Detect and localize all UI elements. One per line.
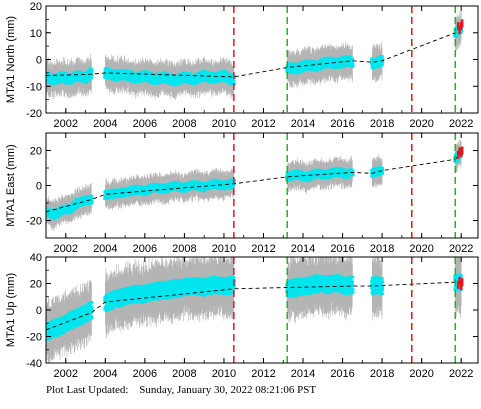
plot-area-2 <box>46 133 464 238</box>
recent-points-1 <box>456 19 464 35</box>
panel-1: -20 -10 0 10 20 2002 2004 2006 2008 2010 2012 2014 2… <box>5 1 479 130</box>
y-tick-label: 20 <box>30 1 42 13</box>
data-points-1 <box>46 22 464 87</box>
y-tick-label: 0 <box>36 181 42 193</box>
x-tick-label: 2008 <box>172 243 196 255</box>
y-tick-label: -10 <box>26 81 42 93</box>
x-tick-label: 2002 <box>54 243 78 255</box>
y-tick-label: -40 <box>26 358 42 370</box>
x-tick-label: 2014 <box>291 118 315 130</box>
y-tick-label: -20 <box>26 108 42 120</box>
x-tick-label: 2004 <box>93 118 117 130</box>
x-tick-label: 2010 <box>212 243 236 255</box>
x-tick-label: 2020 <box>409 368 433 380</box>
x-tick-label: 2010 <box>212 118 236 130</box>
y-tick-label: -20 <box>26 332 42 344</box>
x-tick-label: 2018 <box>370 118 394 130</box>
x-tick-label: 2008 <box>172 368 196 380</box>
x-tick-label: 2012 <box>251 368 275 380</box>
x-tick-label: 2020 <box>409 118 433 130</box>
footer-label: Plot Last Updated: <box>46 384 129 396</box>
x-tick-label: 2002 <box>54 118 78 130</box>
error-bars-2 <box>46 139 462 231</box>
y-axis-label-1: MTA1 North (mm) <box>5 16 17 103</box>
y-tick-label: 20 <box>30 279 42 291</box>
x-tick-label: 2002 <box>54 368 78 380</box>
x-tick-label: 2010 <box>212 368 236 380</box>
footer-timestamp: Sunday, January 30, 2022 08:21:06 PST <box>139 384 317 396</box>
y-tick-label: 20 <box>30 146 42 158</box>
x-tick-label: 2004 <box>93 368 117 380</box>
x-tick-label: 2014 <box>291 368 315 380</box>
y-tick-label: 10 <box>30 28 42 40</box>
x-tick-label: 2012 <box>251 118 275 130</box>
x-tick-label: 2016 <box>330 368 354 380</box>
x-tick-label: 2016 <box>330 118 354 130</box>
x-tick-label: 2006 <box>133 243 157 255</box>
x-tick-label: 2020 <box>409 243 433 255</box>
x-tick-label: 2022 <box>449 368 473 380</box>
x-tick-label: 2012 <box>251 243 275 255</box>
x-tick-label: 2018 <box>370 243 394 255</box>
x-tick-label: 2022 <box>449 243 473 255</box>
data-points-2 <box>46 148 464 221</box>
recent-points-2 <box>456 146 464 159</box>
error-bars-1 <box>46 11 462 101</box>
x-tick-label: 2004 <box>93 243 117 255</box>
x-tick-label: 2014 <box>291 243 315 255</box>
x-tick-label: 2018 <box>370 368 394 380</box>
model-line-3 <box>46 281 462 331</box>
y-tick-label: -20 <box>26 216 42 228</box>
recent-points-3 <box>456 276 464 291</box>
y-axis-label-2: MTA1 East (mm) <box>5 144 17 226</box>
plot-footer: Plot Last Updated: Sunday, January 30, 2… <box>46 384 324 396</box>
y-tick-label: 0 <box>36 305 42 317</box>
model-line-1 <box>46 27 462 78</box>
y-axis-label-3: MTA1 Up (mm) <box>5 273 17 347</box>
panel-2: -20 0 20 2002 2004 2006 2008 2010 2012 2014 2016 20… <box>5 132 479 255</box>
x-tick-label: 2006 <box>133 118 157 130</box>
y-tick-label: 0 <box>36 55 42 67</box>
plot-area-1 <box>46 6 464 113</box>
x-tick-label: 2016 <box>330 243 354 255</box>
x-tick-label: 2022 <box>449 118 473 130</box>
panel-3: -40 -20 0 20 40 2002 2004 2006 2008 2010 2012 2014 2… <box>5 252 479 380</box>
plot-frame-1 <box>45 5 479 114</box>
plot-area-3 <box>46 257 464 363</box>
y-tick-label: 40 <box>30 252 42 264</box>
data-points-3 <box>46 273 464 341</box>
x-tick-label: 2008 <box>172 118 196 130</box>
x-tick-label: 2006 <box>133 368 157 380</box>
